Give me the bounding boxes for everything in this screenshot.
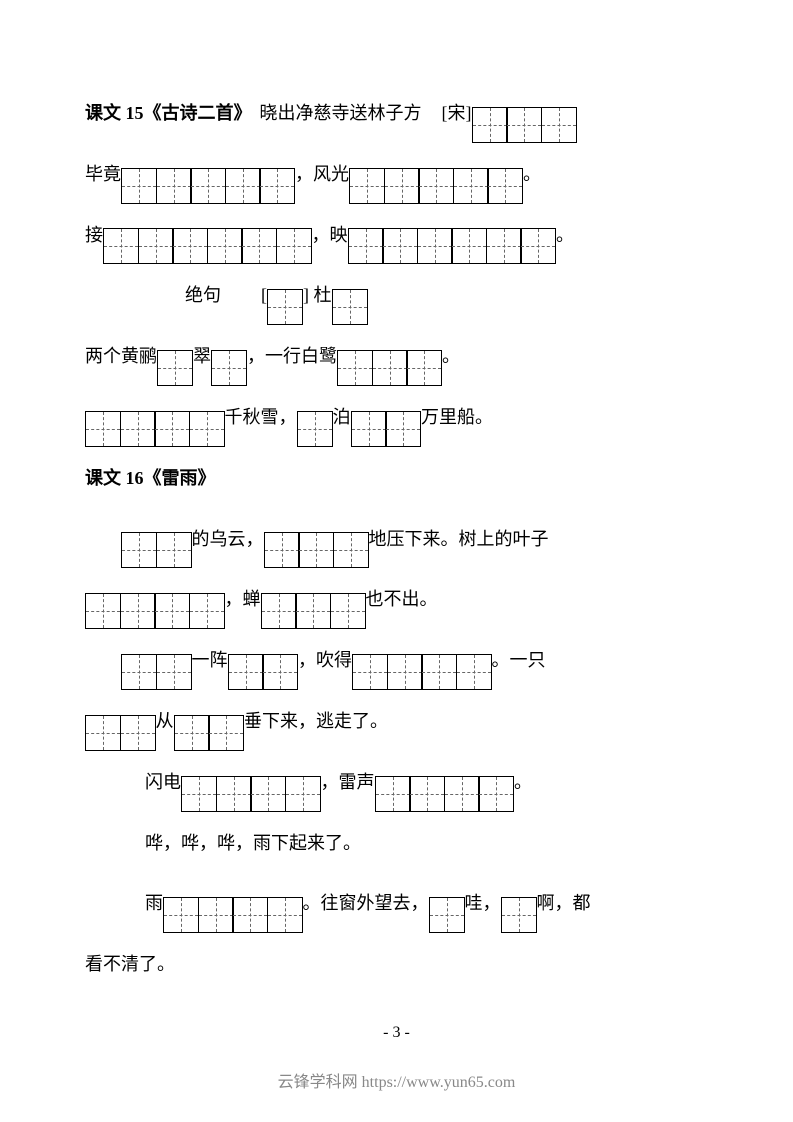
pl7-t1: 。往窗外望去， xyxy=(303,880,429,933)
p2l1-b2 xyxy=(211,350,247,386)
pl7-b2 xyxy=(429,897,465,933)
poem2-title-line: 绝句 [ ] 杜 xyxy=(85,272,708,325)
pl7-b3 xyxy=(501,897,537,933)
p1l2-t1: 接 xyxy=(85,212,103,265)
p2l2-t2: 泊 xyxy=(333,394,351,447)
pl7-t2: 哇， xyxy=(465,880,501,933)
p2l1-t2: 翠 xyxy=(193,333,211,386)
pl4-b1 xyxy=(85,715,156,751)
pl5-t0: 闪电 xyxy=(145,759,181,812)
content-body: 课文 15《古诗二首》 晓出净慈寺送林子方 [宋] 毕竟 ，风光 。 接 ，映 … xyxy=(85,90,708,994)
pl1-t1: 的乌云， xyxy=(192,516,264,569)
p2l1-b1 xyxy=(157,350,193,386)
pl5-b1 xyxy=(181,776,321,812)
heading-line-2: 课文 16《雷雨》 xyxy=(85,455,708,508)
pl7-b1 xyxy=(163,897,303,933)
p2l2-b1 xyxy=(85,411,225,447)
page: 课文 15《古诗二首》 晓出净慈寺送林子方 [宋] 毕竟 ，风光 。 接 ，映 … xyxy=(0,0,793,1122)
p1l1-b1 xyxy=(121,168,295,204)
pl2-t2: 也不出。 xyxy=(366,576,438,629)
poem2-title: 绝句 xyxy=(185,272,221,325)
p2l1-t1: 两个黄鹂 xyxy=(85,333,157,386)
pl4-b2 xyxy=(174,715,245,751)
pl2-b1 xyxy=(85,593,225,629)
p1l1-t3: 。 xyxy=(523,151,541,204)
page-number: - 3 - xyxy=(0,1024,793,1042)
para-line1: 的乌云， 地压下来。树上的叶子 xyxy=(85,516,708,569)
pl3-b1 xyxy=(121,654,192,690)
poem1-line2: 接 ，映 。 xyxy=(85,212,708,265)
pl1-b1 xyxy=(121,532,192,568)
p2l1-t3: ，一行白鹭 xyxy=(247,333,337,386)
pl1-t2: 地压下来。树上的叶子 xyxy=(369,516,549,569)
p2l2-b2 xyxy=(297,411,333,447)
p1l1-b2 xyxy=(349,168,523,204)
pl4-t1: 从 xyxy=(156,698,174,751)
poem1-line1: 毕竟 ，风光 。 xyxy=(85,151,708,204)
poem2-line1: 两个黄鹂 翠 ，一行白鹭 。 xyxy=(85,333,708,386)
pl3-t2: ，吹得 xyxy=(298,637,352,690)
pl5-t1: ，雷声 xyxy=(321,759,375,812)
p2l2-b3 xyxy=(351,411,422,447)
p1l2-b1 xyxy=(103,228,312,264)
para-line4: 从 垂下来，逃走了。 xyxy=(85,698,708,751)
para-line7: 雨 。往窗外望去， 哇， 啊，都 xyxy=(85,880,708,933)
p1l2-b2 xyxy=(348,228,557,264)
p1l1-t1: 毕竟 xyxy=(85,151,121,204)
p2t-du: ] 杜 xyxy=(303,272,332,325)
pl4-t2: 垂下来，逃走了。 xyxy=(244,698,388,751)
lesson-15-title: 课文 15《古诗二首》 xyxy=(85,90,252,143)
pl7-t3: 啊，都 xyxy=(537,880,591,933)
para-line8: 看不清了。 xyxy=(85,941,708,994)
pl3-b2 xyxy=(228,654,299,690)
p2l1-b3 xyxy=(337,350,442,386)
pl3-t3: 。一只 xyxy=(492,637,546,690)
pl5-t2: 。 xyxy=(514,759,532,812)
pl3-b3 xyxy=(352,654,492,690)
dynasty-song: [宋] xyxy=(442,90,472,143)
pl3-t1: 一阵 xyxy=(192,637,228,690)
site-footer: 云锋学科网 https://www.yun65.com xyxy=(0,1068,793,1092)
p2l2-t1: 千秋雪， xyxy=(225,394,297,447)
para-line6: 哗，哗，哗，雨下起来了。 xyxy=(85,820,708,873)
para-line5: 闪电 ，雷声 。 xyxy=(85,759,708,812)
pl2-t1: ，蝉 xyxy=(225,576,261,629)
pl6: 哗，哗，哗，雨下起来了。 xyxy=(145,820,361,873)
p2l2-t3: 万里船。 xyxy=(421,394,493,447)
p1l2-t3: 。 xyxy=(556,212,574,265)
p1l1-t2: ，风光 xyxy=(295,151,349,204)
pl1-b2 xyxy=(264,532,369,568)
pl2-b2 xyxy=(261,593,366,629)
p2l1-t4: 。 xyxy=(442,333,460,386)
para-line2: ，蝉 也不出。 xyxy=(85,576,708,629)
author-boxes-1 xyxy=(472,107,577,143)
poem2-line2: 千秋雪， 泊 万里船。 xyxy=(85,394,708,447)
pl5-b2 xyxy=(375,776,515,812)
pl8: 看不清了。 xyxy=(85,941,175,994)
poem1-title: 晓出净慈寺送林子方 xyxy=(260,90,422,143)
para-line3: 一阵 ，吹得 。一只 xyxy=(85,637,708,690)
heading-line-1: 课文 15《古诗二首》 晓出净慈寺送林子方 [宋] xyxy=(85,90,708,143)
p2t-b2 xyxy=(332,289,368,325)
pl7-t0: 雨 xyxy=(145,880,163,933)
p2t-b1 xyxy=(267,289,303,325)
p1l2-t2: ，映 xyxy=(312,212,348,265)
lesson-16-title: 课文 16《雷雨》 xyxy=(85,455,216,508)
